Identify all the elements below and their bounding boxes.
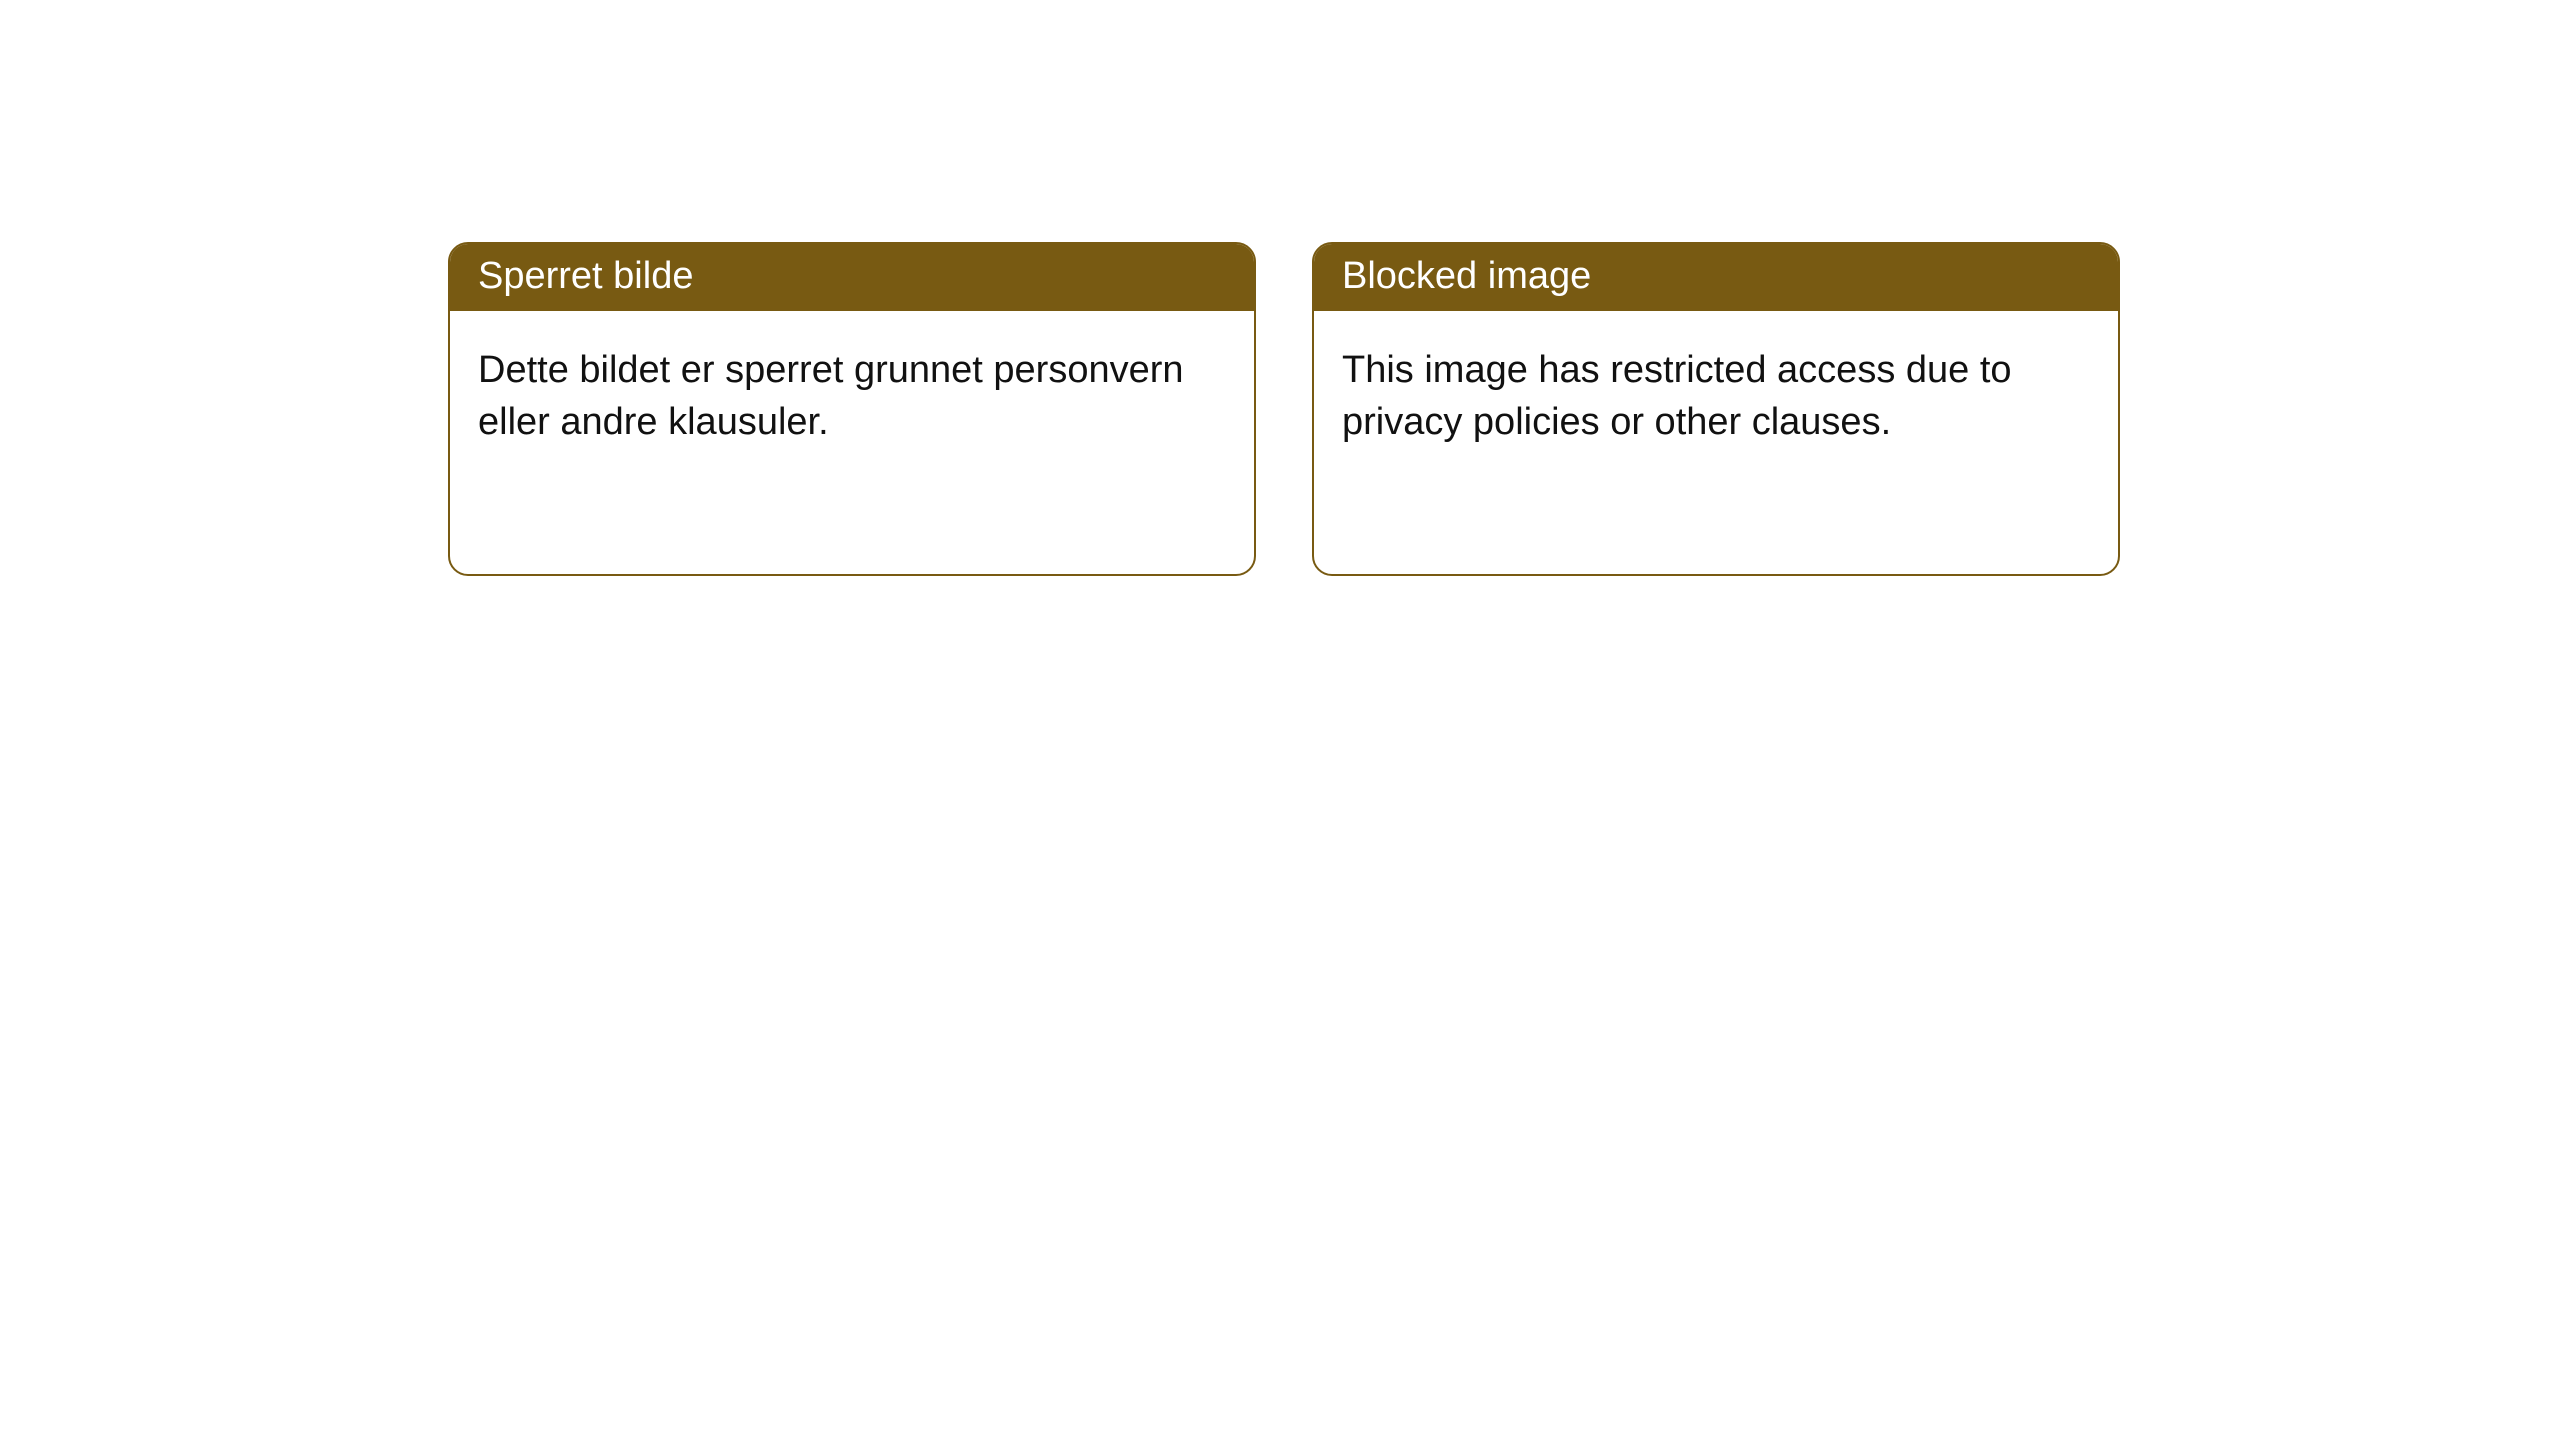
notice-container: Sperret bilde Dette bildet er sperret gr… xyxy=(0,0,2560,576)
notice-body: Dette bildet er sperret grunnet personve… xyxy=(450,311,1254,482)
notice-header: Blocked image xyxy=(1314,244,2118,311)
notice-header: Sperret bilde xyxy=(450,244,1254,311)
notice-card-norwegian: Sperret bilde Dette bildet er sperret gr… xyxy=(448,242,1256,576)
notice-card-english: Blocked image This image has restricted … xyxy=(1312,242,2120,576)
notice-body: This image has restricted access due to … xyxy=(1314,311,2118,482)
